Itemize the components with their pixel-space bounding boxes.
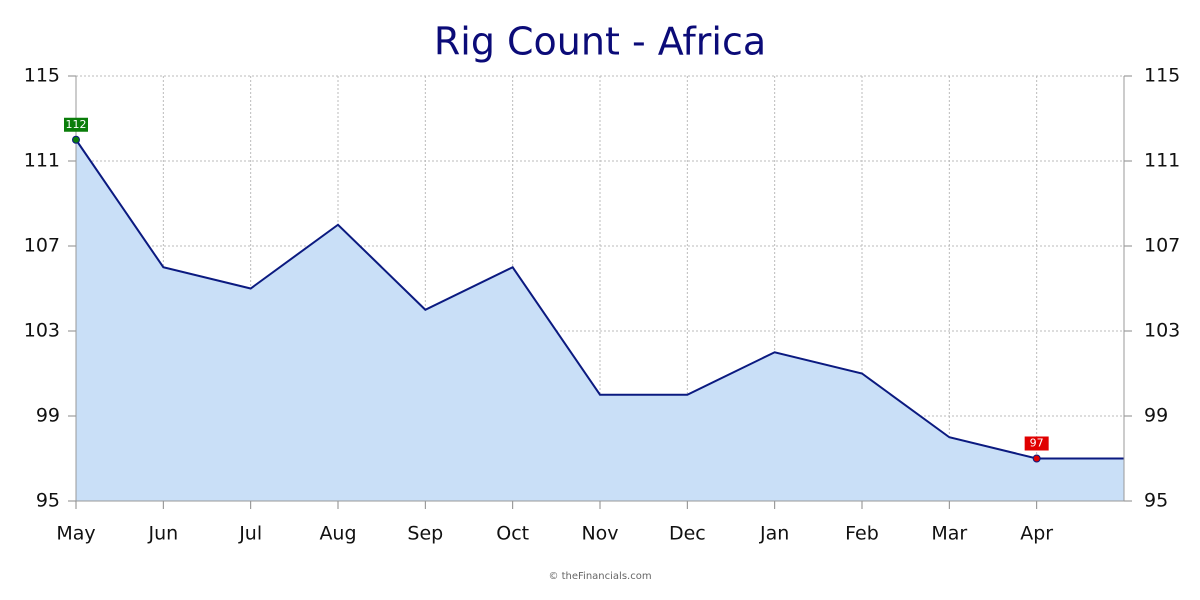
- label-box: [64, 117, 88, 132]
- x-tick-label: Jan: [759, 523, 789, 545]
- x-tick-label: Feb: [845, 523, 879, 545]
- x-tick-label: Sep: [407, 523, 443, 545]
- y-tick-label: 107: [24, 235, 60, 257]
- y2-tick-label: 107: [1144, 235, 1180, 257]
- x-tick-label: May: [56, 523, 95, 545]
- marker: [1032, 454, 1041, 463]
- y2-tick-label: 103: [1144, 320, 1180, 342]
- x-tick-label: Jun: [147, 523, 178, 545]
- y2-tick-label: 115: [1144, 65, 1180, 87]
- label-box: [1024, 436, 1049, 451]
- y2-tick-label: 95: [1144, 490, 1168, 512]
- x-tick-label: Nov: [581, 523, 618, 545]
- y-tick-label: 111: [24, 150, 60, 172]
- x-tick-label: Dec: [669, 523, 706, 545]
- marker: [72, 135, 80, 144]
- y-tick-label: 115: [24, 65, 60, 87]
- chart-title: Rig Count - Africa: [434, 20, 766, 64]
- data-label: 112: [66, 118, 87, 131]
- y2-tick-label: 111: [1144, 150, 1180, 172]
- x-tick-label: Mar: [931, 523, 967, 545]
- y-tick-label: 95: [36, 490, 60, 512]
- x-tick-label: Oct: [496, 523, 529, 545]
- x-tick-label: Apr: [1020, 523, 1053, 545]
- y-tick-label: 99: [36, 405, 60, 427]
- area: [76, 139, 1124, 501]
- x-tick-label: Jul: [238, 523, 262, 545]
- credit: © theFinancials.com: [548, 571, 651, 582]
- y2-tick-label: 99: [1144, 405, 1168, 427]
- line: [75, 139, 1124, 460]
- y-tick-label: 103: [24, 320, 60, 342]
- data-label: 97: [1030, 437, 1044, 450]
- x-tick-label: Aug: [319, 523, 356, 545]
